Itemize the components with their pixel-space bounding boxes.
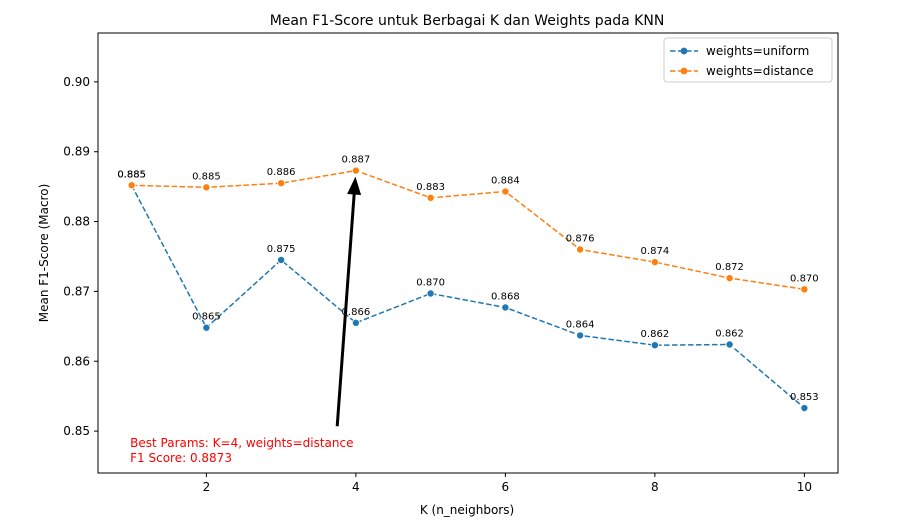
x-tick-label: 2 <box>203 480 211 494</box>
data-label: 0.864 <box>566 319 595 330</box>
data-point <box>127 181 136 190</box>
chart-title: Mean F1-Score untuk Berbagai K dan Weigh… <box>270 13 665 29</box>
data-point <box>800 285 809 294</box>
x-tick-label: 6 <box>502 480 510 494</box>
annotation-arrow-head <box>347 176 362 196</box>
data-label: 0.862 <box>641 329 670 340</box>
data-label: 0.885 <box>117 169 146 180</box>
data-label: 0.872 <box>715 262 744 273</box>
data-point <box>351 318 360 327</box>
series-layer <box>127 166 809 413</box>
data-label: 0.866 <box>342 307 371 318</box>
data-point <box>576 331 585 340</box>
legend-label: weights=uniform <box>706 44 809 58</box>
y-tick-label: 0.90 <box>63 75 90 89</box>
data-label: 0.868 <box>491 291 520 302</box>
x-tick-label: 10 <box>797 480 812 494</box>
data-point <box>351 166 360 175</box>
data-label: 0.874 <box>641 246 670 257</box>
x-tick-label: 4 <box>352 480 360 494</box>
y-tick-label: 0.88 <box>63 215 90 229</box>
data-label: 0.870 <box>416 278 445 289</box>
data-point <box>277 255 286 264</box>
data-point <box>501 187 510 196</box>
legend-label: weights=distance <box>706 64 814 78</box>
data-point <box>426 289 435 298</box>
data-point <box>501 303 510 312</box>
data-label: 0.883 <box>416 182 445 193</box>
data-point <box>650 258 659 267</box>
data-label: 0.886 <box>267 167 296 178</box>
legend-marker <box>680 47 688 55</box>
data-label: 0.870 <box>790 273 819 284</box>
plot-area <box>97 32 839 474</box>
data-label: 0.884 <box>491 176 520 187</box>
y-tick-label: 0.89 <box>63 145 90 159</box>
data-label: 0.887 <box>342 155 371 166</box>
y-axis-title: Mean F1-Score (Macro) <box>37 184 51 322</box>
data-point <box>277 179 286 188</box>
data-label: 0.875 <box>267 244 296 255</box>
annotation-text-line: Best Params: K=4, weights=distance <box>130 436 353 450</box>
data-point <box>650 341 659 350</box>
data-point <box>202 323 211 332</box>
data-point <box>576 245 585 254</box>
data-point <box>800 404 809 413</box>
legend: weights=uniform weights=distance <box>663 37 833 83</box>
series-line-2 <box>131 169 805 291</box>
data-label: 0.862 <box>715 328 744 339</box>
data-point <box>202 183 211 192</box>
annotation-arrow-shaft <box>335 192 356 427</box>
data-label: 0.885 <box>192 171 221 182</box>
axis-ticks: 2 4 6 8 10 0.85 0.86 0.87 0.88 0.89 0.90 <box>63 75 812 494</box>
data-label: 0.853 <box>790 392 819 403</box>
annotation-text-line: F1 Score: 0.8873 <box>130 451 232 465</box>
x-axis-title: K (n_neighbors) <box>420 503 514 517</box>
y-tick-label: 0.87 <box>63 284 90 298</box>
data-label: 0.885 <box>117 169 146 180</box>
y-tick-label: 0.85 <box>63 424 90 438</box>
series-line-1 <box>130 184 805 409</box>
data-point <box>725 274 734 283</box>
legend-frame <box>663 37 833 83</box>
data-labels: 0.885 0.865 0.875 0.866 0.870 0.868 0.864 0.862… <box>117 155 818 403</box>
data-label: 0.876 <box>566 234 595 245</box>
y-tick-label: 0.86 <box>63 354 90 368</box>
data-point <box>426 193 435 202</box>
data-point <box>725 340 734 349</box>
data-label: 0.865 <box>192 312 221 323</box>
x-tick-label: 8 <box>651 480 659 494</box>
legend-marker <box>680 67 688 75</box>
